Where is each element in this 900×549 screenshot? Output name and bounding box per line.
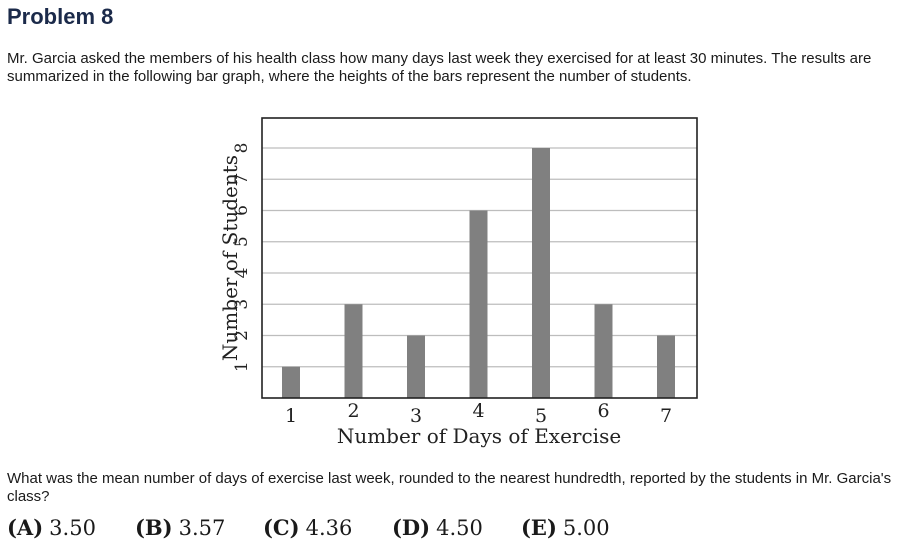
choice-c-letter: (C) bbox=[263, 515, 300, 540]
choice-b-value: 3.57 bbox=[178, 516, 226, 540]
choice-b-letter: (B) bbox=[135, 515, 173, 540]
x-tick-label: 1 bbox=[285, 405, 297, 427]
x-tick-label: 4 bbox=[472, 400, 484, 422]
bar bbox=[532, 148, 550, 398]
choice-e-value: 5.00 bbox=[562, 516, 610, 540]
bar bbox=[407, 335, 425, 398]
y-tick-label: 1 bbox=[232, 361, 252, 372]
choice-e-letter: (E) bbox=[521, 515, 557, 540]
x-tick-label: 2 bbox=[347, 400, 359, 422]
bar bbox=[657, 335, 675, 398]
y-tick-label: 6 bbox=[232, 205, 252, 216]
y-axis-label: Number of Students bbox=[218, 155, 242, 361]
choice-b[interactable]: (B) 3.57 bbox=[135, 515, 263, 540]
x-tick-label: 7 bbox=[660, 405, 672, 427]
choice-a-letter: (A) bbox=[7, 515, 44, 540]
choice-d[interactable]: (D) 4.50 bbox=[392, 515, 521, 540]
plot-frame bbox=[261, 117, 698, 399]
bar bbox=[469, 210, 488, 398]
x-tick-label: 5 bbox=[535, 405, 547, 427]
bar bbox=[282, 366, 300, 398]
y-tick-label: 3 bbox=[232, 299, 252, 310]
x-tick-label: 6 bbox=[597, 400, 609, 422]
choice-c[interactable]: (C) 4.36 bbox=[263, 515, 392, 540]
bar bbox=[594, 304, 613, 398]
choice-e[interactable]: (E) 5.00 bbox=[521, 515, 621, 540]
x-axis-label: Number of Days of Exercise bbox=[337, 424, 621, 448]
y-tick-label: 2 bbox=[232, 330, 252, 341]
choice-d-value: 4.50 bbox=[436, 516, 483, 540]
y-tick-label: 4 bbox=[232, 268, 252, 279]
problem-title: Problem 8 bbox=[7, 4, 114, 29]
problem-question: What was the mean number of days of exer… bbox=[7, 470, 892, 505]
choice-a[interactable]: (A) 3.50 bbox=[7, 515, 135, 540]
bar bbox=[344, 304, 363, 398]
answer-choices: (A) 3.50 (B) 3.57 (C) 4.36 (D) 4.50 (E) 5.00 bbox=[7, 515, 621, 540]
choice-d-letter: (D) bbox=[392, 515, 431, 540]
y-tick-label: 8 bbox=[232, 143, 252, 154]
choice-c-value: 4.36 bbox=[305, 516, 353, 540]
y-tick-label: 5 bbox=[232, 236, 252, 247]
choice-a-value: 3.50 bbox=[49, 516, 96, 540]
problem-intro: Mr. Garcia asked the members of his heal… bbox=[7, 50, 872, 85]
x-tick-label: 3 bbox=[410, 405, 422, 427]
y-tick-label: 7 bbox=[232, 174, 252, 185]
